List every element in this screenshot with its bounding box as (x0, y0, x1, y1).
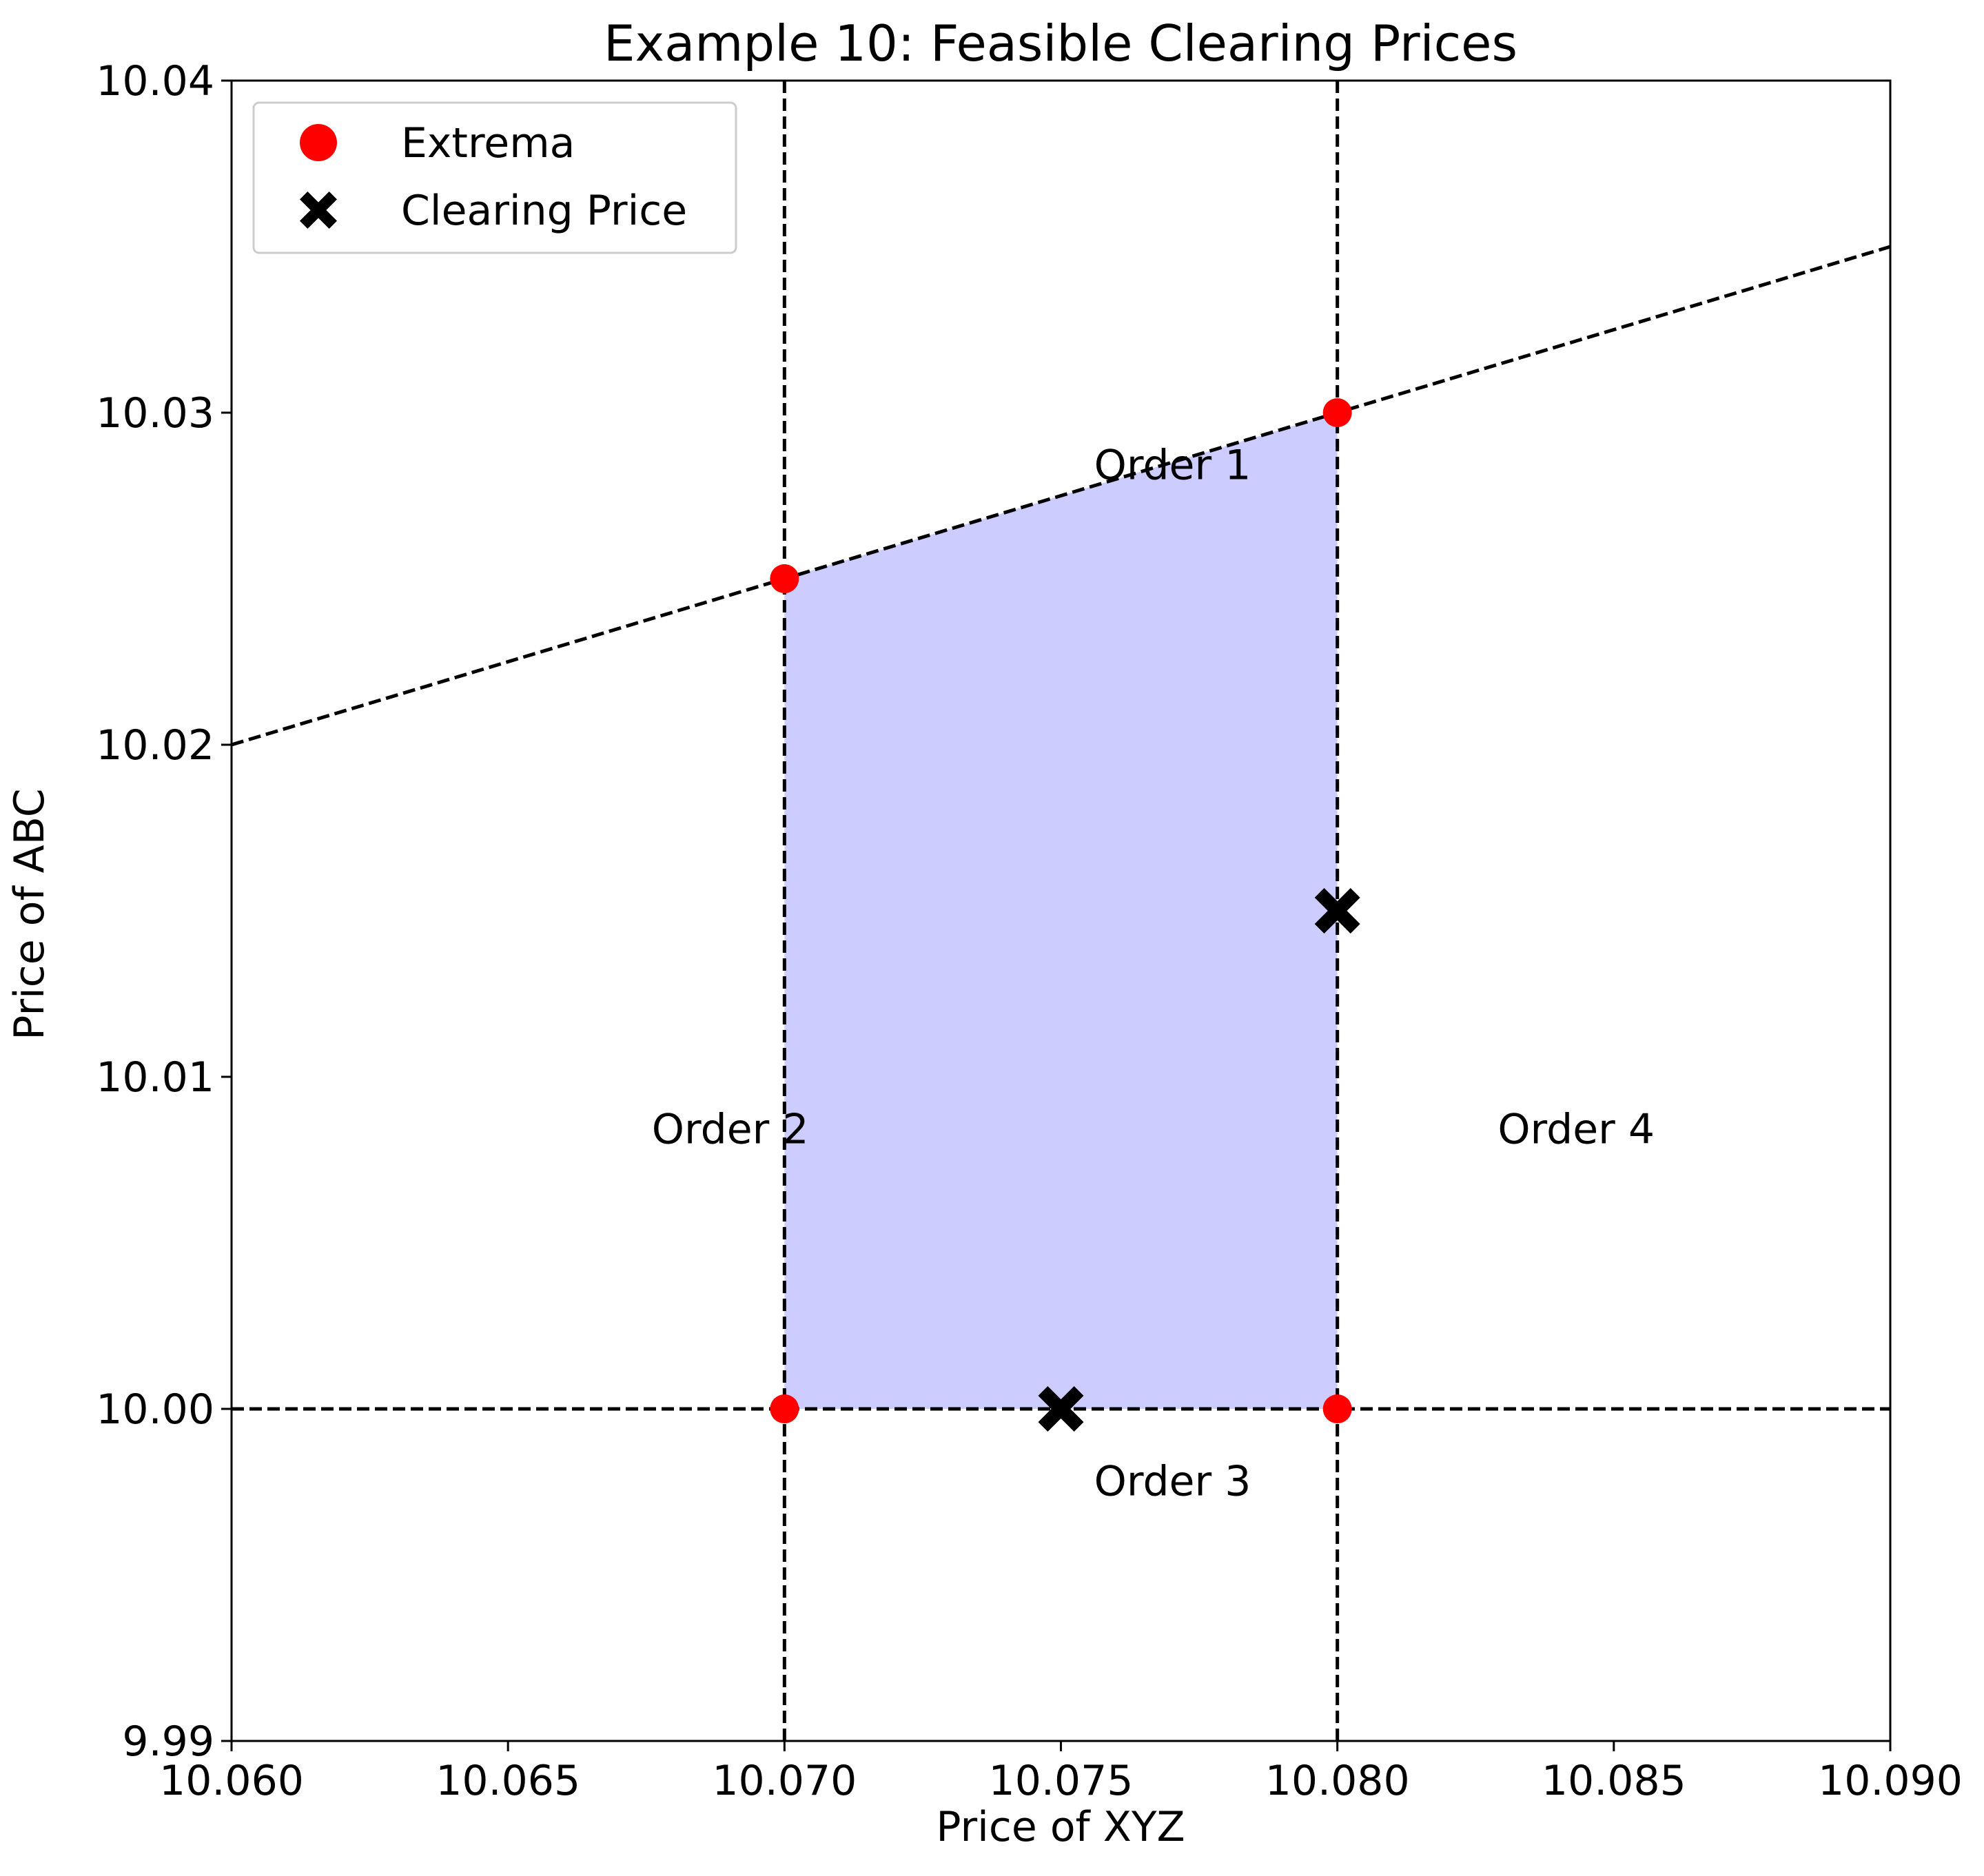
y-tick-label: 10.01 (96, 1053, 214, 1102)
x-tick-label: 10.075 (989, 1757, 1134, 1805)
x-tick-label: 10.070 (712, 1757, 857, 1805)
y-tick-label: 10.02 (96, 721, 214, 770)
clearing-price-marker (1314, 888, 1360, 934)
y-axis-label: Price of ABC (6, 788, 54, 1040)
chart-title: Example 10: Feasible Clearing Prices (604, 14, 1517, 72)
y-tick-label: 9.99 (122, 1718, 214, 1766)
y-tick-label: 10.00 (96, 1385, 214, 1434)
x-tick-label: 10.085 (1542, 1757, 1686, 1805)
x-tick-label: 10.065 (436, 1757, 580, 1805)
legend-box (252, 101, 737, 254)
extrema-point (770, 564, 799, 593)
extrema-point (1322, 398, 1352, 427)
constraint-label-order-2: Order 2 (652, 1105, 809, 1153)
x-tick-label: 10.080 (1265, 1757, 1410, 1805)
extrema-point (1322, 1394, 1352, 1423)
feasible-region (784, 413, 1338, 1409)
legend-label-extrema: Extrema (401, 119, 575, 167)
constraint-label-order-1: Order 1 (1094, 441, 1251, 489)
legend-label-clearing-price: Clearing Price (401, 187, 687, 235)
constraint-line-1 (232, 245, 1890, 747)
x-axis-label: Price of XYZ (936, 1803, 1185, 1851)
clearing-price-marker (1038, 1386, 1084, 1432)
x-tick-label: 10.090 (1818, 1757, 1963, 1805)
y-tick-label: 10.03 (96, 389, 214, 437)
plot-area: Order 1 Order 2 Order 3 Order 4 10.060 10.065… (96, 57, 1963, 1805)
legend-extrema-marker (300, 124, 337, 161)
constraint-label-order-3: Order 3 (1094, 1457, 1251, 1505)
legend-clearing-price-marker (300, 192, 337, 229)
extrema-point (770, 1394, 799, 1423)
legend: Extrema Clearing Price (252, 101, 737, 254)
y-tick-label: 10.04 (96, 57, 214, 105)
constraint-label-order-4: Order 4 (1497, 1105, 1655, 1153)
x-tick-label: 10.060 (159, 1757, 304, 1805)
